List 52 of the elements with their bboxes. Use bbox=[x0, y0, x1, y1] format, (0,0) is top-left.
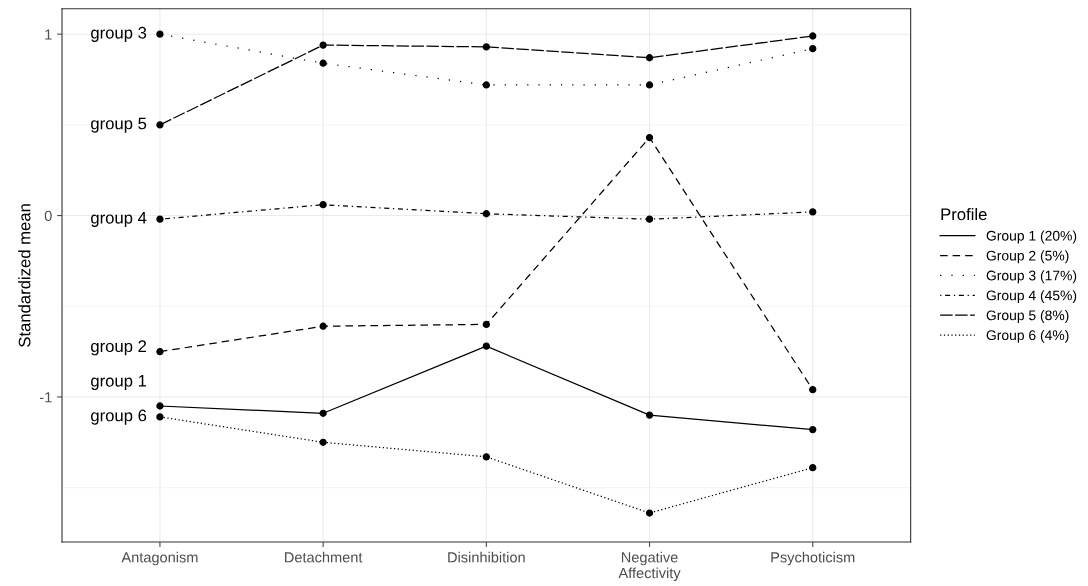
x-tick-label: Detachment bbox=[285, 551, 363, 563]
point bbox=[645, 54, 654, 62]
point bbox=[482, 43, 490, 51]
legend-label: Group 4 (45%) bbox=[986, 290, 1077, 304]
point bbox=[319, 41, 327, 49]
y-tick-label: -1 bbox=[39, 392, 52, 403]
annotation: group 2 bbox=[91, 340, 147, 356]
x-tick-label: Psychoticism bbox=[771, 551, 855, 566]
y-tick-label: 0 bbox=[44, 210, 52, 221]
point bbox=[482, 81, 490, 89]
point bbox=[156, 121, 164, 129]
legend-label: Group 6 (4%) bbox=[986, 329, 1069, 343]
point bbox=[319, 438, 327, 446]
legend-label: Group 2 (5%) bbox=[986, 250, 1069, 264]
point bbox=[482, 453, 490, 461]
point bbox=[809, 32, 817, 40]
point bbox=[319, 59, 327, 67]
point bbox=[319, 409, 327, 417]
point bbox=[319, 322, 327, 330]
point bbox=[645, 411, 654, 419]
point bbox=[645, 509, 654, 517]
annotation: group 4 bbox=[91, 212, 147, 227]
x-tick-label: Antagonism bbox=[121, 551, 198, 566]
annotation: group 6 bbox=[91, 409, 147, 425]
point bbox=[319, 201, 327, 209]
legend-label: Group 5 (8%) bbox=[986, 310, 1069, 323]
point bbox=[482, 210, 490, 218]
point bbox=[645, 215, 654, 223]
annotation: group 5 bbox=[91, 117, 147, 133]
point bbox=[482, 342, 490, 350]
point bbox=[809, 425, 817, 434]
point bbox=[645, 81, 654, 89]
legend-label: Group 3 (17%) bbox=[986, 270, 1077, 284]
point bbox=[482, 320, 490, 329]
y-tick-label: 1 bbox=[45, 29, 52, 40]
point bbox=[156, 347, 164, 356]
point bbox=[809, 386, 817, 394]
point bbox=[156, 402, 164, 410]
point bbox=[809, 208, 817, 216]
legend-label: Group 1 (20%) bbox=[986, 230, 1077, 244]
annotation: group 3 bbox=[91, 26, 147, 42]
point bbox=[156, 30, 164, 38]
point bbox=[156, 215, 164, 223]
point bbox=[809, 464, 817, 472]
y-axis-title: Standardized mean bbox=[18, 204, 31, 347]
annotation: group 1 bbox=[91, 375, 147, 390]
legend-title: Profile bbox=[941, 207, 987, 221]
point bbox=[645, 133, 654, 142]
point bbox=[156, 413, 164, 421]
x-tick-label: Disinhibition bbox=[448, 551, 525, 563]
x-tick-label: Negative Affectivity bbox=[618, 551, 681, 582]
point bbox=[809, 45, 817, 53]
